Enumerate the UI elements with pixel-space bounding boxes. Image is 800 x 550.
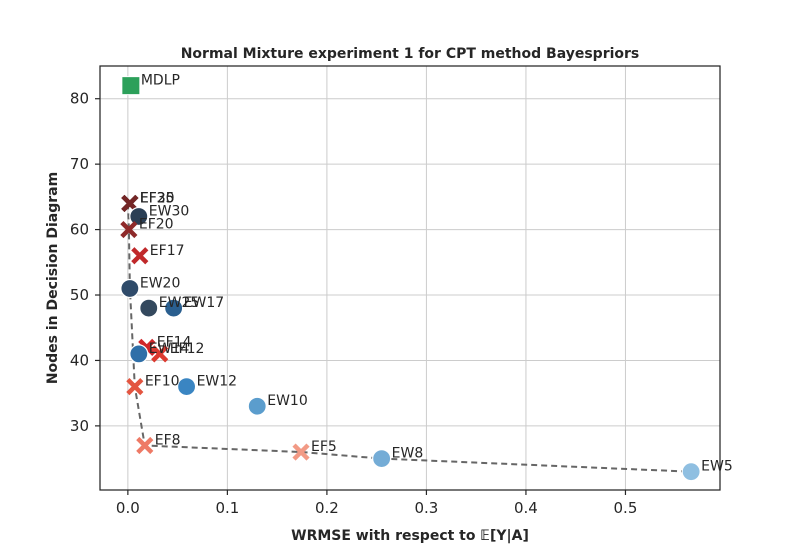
point-label-ew12: EW12 xyxy=(197,374,238,390)
x-tick-label: 0.0 xyxy=(116,499,140,517)
point-ew8 xyxy=(372,448,392,469)
x-axis-label: WRMSE with respect to 𝔼[Y|A] xyxy=(291,528,529,544)
x-tick-label: 0.4 xyxy=(514,499,538,517)
point-label-ew17: EW17 xyxy=(184,295,225,311)
chart-title: Normal Mixture experiment 1 for CPT meth… xyxy=(181,46,640,62)
point-ew30 xyxy=(129,206,149,227)
x-tick-label: 0.1 xyxy=(215,499,239,517)
point-ef12 xyxy=(151,345,169,363)
point-label-ew20: EW20 xyxy=(140,275,181,291)
point-ef20 xyxy=(120,220,138,239)
y-axis-ticks: 30 40 50 60 70 80 xyxy=(70,90,100,435)
point-label-ef12: EF12 xyxy=(170,341,205,357)
point-label-ef5: EF5 xyxy=(311,439,337,455)
point-ew12 xyxy=(176,377,197,397)
point-ef5 xyxy=(292,443,310,461)
point-mdlp xyxy=(121,76,141,96)
y-tick-label: 70 xyxy=(70,155,89,173)
y-tick-label: 50 xyxy=(70,286,89,304)
point-label-ew30: EW30 xyxy=(149,203,190,219)
point-ef8 xyxy=(136,436,154,455)
point-label-ef8: EF8 xyxy=(155,433,181,449)
point-label-ef30: EF30 xyxy=(140,190,175,206)
point-label-ef10: EF10 xyxy=(145,374,180,390)
point-label-ef14: EF14 xyxy=(157,334,192,350)
y-tick-label: 60 xyxy=(70,221,89,239)
point-label-ef17: EF17 xyxy=(150,243,185,259)
x-axis-ticks: 0.0 0.1 0.2 0.3 0.4 0.5 xyxy=(116,490,637,517)
point-ew14 xyxy=(129,344,149,364)
point-ew25 xyxy=(139,298,159,318)
point-label-ew25: EW25 xyxy=(159,295,200,311)
point-ew20 xyxy=(120,278,140,299)
x-tick-label: 0.3 xyxy=(414,499,438,517)
point-label-ew14: EW14 xyxy=(149,341,190,357)
x-tick-label: 0.2 xyxy=(315,499,339,517)
point-label-ew8: EW8 xyxy=(392,446,424,462)
y-axis-label: Nodes in Decision Diagram xyxy=(45,172,61,384)
pareto-front-line xyxy=(126,203,692,473)
y-tick-label: 30 xyxy=(70,417,89,435)
grid xyxy=(100,66,720,490)
point-label-ef20: EF20 xyxy=(139,217,174,233)
point-ew5 xyxy=(681,462,701,482)
point-label-mdlp: MDLP xyxy=(141,73,180,89)
y-tick-label: 80 xyxy=(70,90,89,108)
point-ef17 xyxy=(131,247,149,265)
point-ew10 xyxy=(247,396,267,416)
point-label-ew5: EW5 xyxy=(701,459,733,475)
x-tick-label: 0.5 xyxy=(614,499,638,517)
data-points xyxy=(120,76,701,482)
plot-frame xyxy=(99,65,721,491)
y-tick-label: 40 xyxy=(70,351,89,369)
point-label-ew10: EW10 xyxy=(267,393,308,409)
point-label-ef25: EF25 xyxy=(140,190,175,206)
point-ef10 xyxy=(126,378,144,396)
point-label-ef35: EF35 xyxy=(140,190,175,206)
point-ew17 xyxy=(164,298,184,318)
